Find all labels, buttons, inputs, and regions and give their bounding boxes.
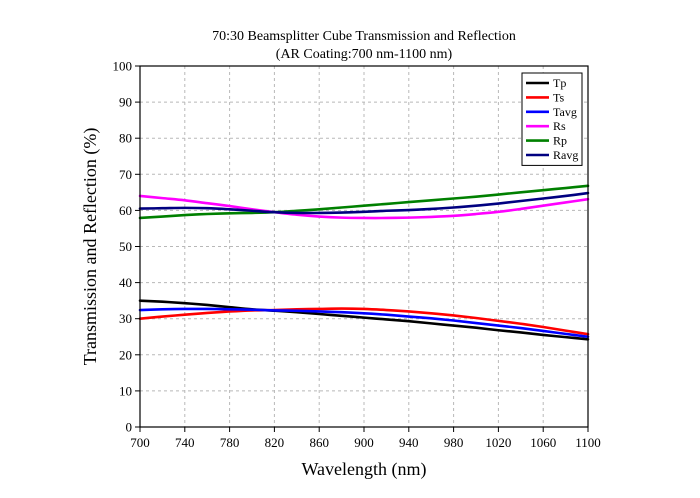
chart-subtitle: (AR Coating:700 nm-1100 nm)	[276, 47, 453, 62]
x-tick-label: 780	[220, 435, 240, 450]
x-tick-label: 700	[130, 435, 150, 450]
legend-label-ts: Ts	[553, 90, 564, 104]
x-tick-label: 900	[354, 435, 374, 450]
series-line-rp	[138, 184, 590, 220]
y-tick-label: 90	[119, 95, 132, 110]
series-line-ravg	[138, 191, 590, 215]
x-tick-label: 740	[175, 435, 195, 450]
y-tick-label: 0	[126, 420, 133, 435]
y-tick-label: 40	[119, 275, 132, 290]
x-tick-label: 940	[399, 435, 419, 450]
legend-label-rp: Rp	[553, 134, 567, 148]
y-axis-label: Transmission and Reflection (%)	[80, 128, 101, 366]
y-tick-label: 10	[119, 383, 132, 398]
x-tick-label: 1060	[530, 435, 556, 450]
legend-label-ravg: Ravg	[553, 148, 578, 162]
y-tick-label: 70	[119, 167, 132, 182]
y-tick-label: 60	[119, 203, 132, 218]
series-line-tavg	[138, 307, 590, 339]
series-lines	[138, 184, 590, 341]
legend-box	[521, 72, 583, 166]
y-tick-label: 100	[113, 59, 133, 74]
series-line-rs	[138, 194, 590, 220]
x-tick-label: 1100	[575, 435, 601, 450]
y-tick-label: 50	[119, 239, 132, 254]
grid	[140, 66, 588, 427]
x-tick-label: 860	[309, 435, 329, 450]
y-tick-label: 20	[119, 347, 132, 362]
x-tick-label: 980	[444, 435, 464, 450]
legend-label-tp: Tp	[553, 76, 566, 90]
chart-title: 70:30 Beamsplitter Cube Transmission and…	[212, 29, 516, 44]
legend-label-tavg: Tavg	[553, 105, 577, 119]
y-tick-label: 30	[119, 311, 132, 326]
legend-label-rs: Rs	[553, 119, 566, 133]
x-axis-label: Wavelength (nm)	[301, 459, 426, 480]
x-tick-label: 820	[265, 435, 285, 450]
series-line-ts	[138, 307, 590, 336]
series-line-tp	[138, 299, 590, 341]
y-tick-label: 80	[119, 131, 132, 146]
x-tick-label: 1020	[485, 435, 511, 450]
